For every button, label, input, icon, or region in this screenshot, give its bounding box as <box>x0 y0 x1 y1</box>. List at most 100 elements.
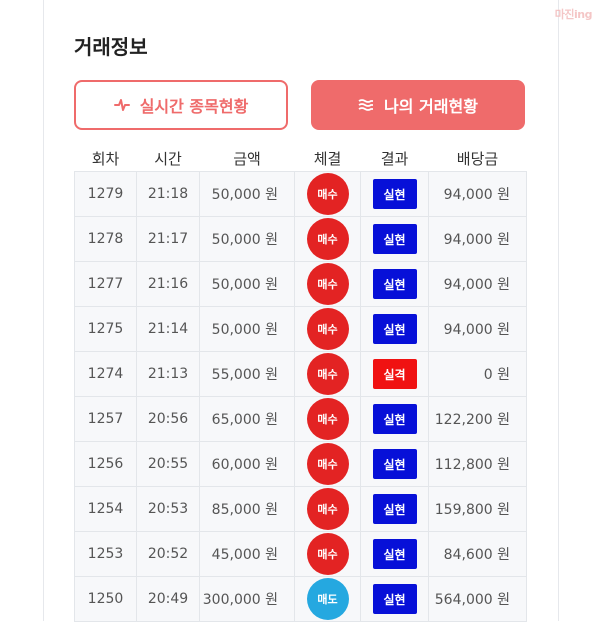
trade-cell: 매수 <box>294 306 361 352</box>
amount-cell: 50,000 원 <box>199 216 295 262</box>
result-badge: 실현 <box>372 224 417 254</box>
round-cell: 1250 <box>74 576 137 622</box>
header-payout: 배당금 <box>456 150 499 168</box>
result-cell: 실현 <box>360 396 429 442</box>
trade-type-badge: 매수 <box>306 353 349 395</box>
payout-cell: 159,800 원 <box>428 486 527 532</box>
time-cell: 20:49 <box>136 576 200 622</box>
table-row: 1256 20:55 60,000 원 매수 실현 112,800 원 <box>74 441 527 487</box>
realtime-status-label: 실시간 종목현황 <box>139 97 249 116</box>
result-badge: 실격 <box>372 359 417 389</box>
trade-type-badge: 매수 <box>306 263 349 305</box>
table-body: 1279 21:18 50,000 원 매수 실현 94,000 원 1278 21:17 50… <box>74 171 527 622</box>
trade-type-badge: 매도 <box>306 578 349 620</box>
header-round: 회차 <box>91 150 120 168</box>
result-cell: 실격 <box>360 351 429 397</box>
amount-cell: 50,000 원 <box>199 261 295 307</box>
table-row: 1279 21:18 50,000 원 매수 실현 94,000 원 <box>74 171 527 217</box>
round-cell: 1257 <box>74 396 137 442</box>
header-result: 결과 <box>380 150 409 168</box>
trade-cell: 매수 <box>294 351 361 397</box>
watermark-logo: 마진ing <box>554 8 593 21</box>
trade-type-badge: 매수 <box>306 173 349 215</box>
table-row: 1274 21:13 55,000 원 매수 실격 0 원 <box>74 351 527 397</box>
header-trade: 체결 <box>313 150 342 168</box>
pulse-icon <box>113 98 130 112</box>
table-row: 1275 21:14 50,000 원 매수 실현 94,000 원 <box>74 306 527 352</box>
result-cell: 실현 <box>360 441 429 487</box>
trade-type-badge: 매수 <box>306 533 349 575</box>
trade-type-badge: 매수 <box>306 218 349 260</box>
trade-cell: 매도 <box>294 576 361 622</box>
payout-cell: 84,600 원 <box>428 531 527 577</box>
payout-cell: 94,000 원 <box>428 306 527 352</box>
result-cell: 실현 <box>360 261 429 307</box>
payout-cell: 112,800 원 <box>428 441 527 487</box>
time-cell: 20:52 <box>136 531 200 577</box>
round-cell: 1274 <box>74 351 137 397</box>
result-badge: 실현 <box>372 584 417 614</box>
result-cell: 실현 <box>360 576 429 622</box>
trade-cell: 매수 <box>294 441 361 487</box>
my-trade-status-button[interactable]: 나의 거래현황 <box>311 80 525 130</box>
amount-cell: 65,000 원 <box>199 396 295 442</box>
round-cell: 1277 <box>74 261 137 307</box>
realtime-status-button[interactable]: 실시간 종목현황 <box>74 80 288 130</box>
trade-table: 회차 시간 금액 체결 결과 배당금 1279 21:18 50,000 원 매수 실현… <box>74 146 527 622</box>
table-row: 1277 21:16 50,000 원 매수 실현 94,000 원 <box>74 261 527 307</box>
trade-cell: 매수 <box>294 171 361 217</box>
time-cell: 21:13 <box>136 351 200 397</box>
table-row: 1278 21:17 50,000 원 매수 실현 94,000 원 <box>74 216 527 262</box>
time-cell: 20:55 <box>136 441 200 487</box>
round-cell: 1254 <box>74 486 137 532</box>
payout-cell: 564,000 원 <box>428 576 527 622</box>
amount-cell: 50,000 원 <box>199 171 295 217</box>
trade-type-badge: 매수 <box>306 488 349 530</box>
trade-cell: 매수 <box>294 261 361 307</box>
payout-cell: 122,200 원 <box>428 396 527 442</box>
round-cell: 1256 <box>74 441 137 487</box>
trade-type-badge: 매수 <box>306 308 349 350</box>
page-title: 거래정보 <box>74 35 148 59</box>
result-badge: 실현 <box>372 314 417 344</box>
result-badge: 실현 <box>372 179 417 209</box>
time-cell: 21:14 <box>136 306 200 352</box>
result-badge: 실현 <box>372 269 417 299</box>
round-cell: 1275 <box>74 306 137 352</box>
amount-cell: 55,000 원 <box>199 351 295 397</box>
amount-cell: 60,000 원 <box>199 441 295 487</box>
round-cell: 1279 <box>74 171 137 217</box>
table-row: 1257 20:56 65,000 원 매수 실현 122,200 원 <box>74 396 527 442</box>
result-badge: 실현 <box>372 539 417 569</box>
table-row: 1254 20:53 85,000 원 매수 실현 159,800 원 <box>74 486 527 532</box>
waves-icon <box>358 99 374 111</box>
round-cell: 1253 <box>74 531 137 577</box>
time-cell: 20:53 <box>136 486 200 532</box>
header-time: 시간 <box>154 150 182 168</box>
result-badge: 실현 <box>372 449 417 479</box>
trade-type-badge: 매수 <box>306 398 349 440</box>
trade-cell: 매수 <box>294 486 361 532</box>
time-cell: 21:17 <box>136 216 200 262</box>
my-trade-status-label: 나의 거래현황 <box>384 97 478 116</box>
amount-cell: 85,000 원 <box>199 486 295 532</box>
trade-cell: 매수 <box>294 216 361 262</box>
time-cell: 20:56 <box>136 396 200 442</box>
result-cell: 실현 <box>360 216 429 262</box>
payout-cell: 94,000 원 <box>428 171 527 217</box>
payout-cell: 0 원 <box>428 351 527 397</box>
result-badge: 실현 <box>372 404 417 434</box>
result-cell: 실현 <box>360 486 429 532</box>
trade-cell: 매수 <box>294 531 361 577</box>
header-amount: 금액 <box>233 150 261 168</box>
table-header-row: 회차 시간 금액 체결 결과 배당금 <box>75 146 527 172</box>
result-cell: 실현 <box>360 171 429 217</box>
trade-cell: 매수 <box>294 396 361 442</box>
time-cell: 21:18 <box>136 171 200 217</box>
payout-cell: 94,000 원 <box>428 216 527 262</box>
table-row: 1253 20:52 45,000 원 매수 실현 84,600 원 <box>74 531 527 577</box>
result-badge: 실현 <box>372 494 417 524</box>
table-row: 1250 20:49 300,000 원 매도 실현 564,000 원 <box>74 576 527 622</box>
result-cell: 실현 <box>360 531 429 577</box>
round-cell: 1278 <box>74 216 137 262</box>
